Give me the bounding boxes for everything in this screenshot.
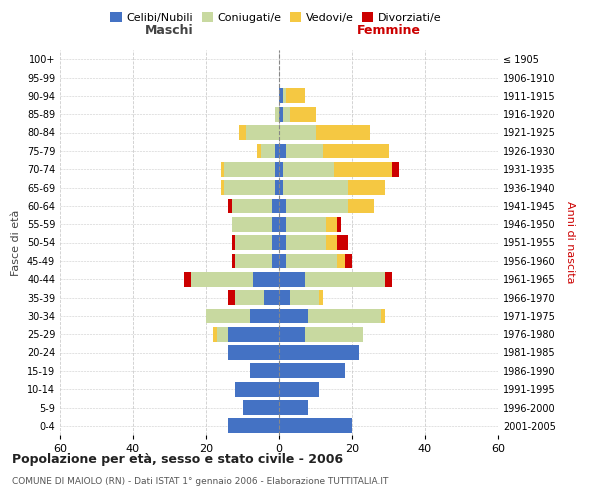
Bar <box>275 162 279 176</box>
Bar <box>279 88 283 103</box>
Bar <box>279 254 286 268</box>
Bar <box>326 217 337 232</box>
Bar <box>279 198 286 213</box>
Bar <box>250 364 279 378</box>
Bar <box>279 308 308 323</box>
Bar <box>319 290 323 305</box>
Bar <box>279 290 290 305</box>
Bar <box>235 290 265 305</box>
Bar <box>392 162 400 176</box>
Bar <box>221 180 224 195</box>
Bar <box>283 180 349 195</box>
Bar <box>253 272 279 286</box>
Bar <box>334 162 392 176</box>
Bar <box>272 235 279 250</box>
Bar <box>279 382 319 396</box>
Bar <box>290 290 319 305</box>
Bar <box>239 125 246 140</box>
Bar <box>250 308 279 323</box>
Bar <box>283 162 334 176</box>
Bar <box>290 107 316 122</box>
Bar <box>316 125 370 140</box>
Bar <box>235 382 279 396</box>
Bar <box>265 290 279 305</box>
Bar <box>326 235 337 250</box>
Bar <box>191 272 253 286</box>
Bar <box>261 144 275 158</box>
Bar <box>279 327 305 342</box>
Bar <box>221 162 224 176</box>
Bar <box>349 180 385 195</box>
Bar <box>272 217 279 232</box>
Bar <box>349 198 374 213</box>
Bar <box>279 144 286 158</box>
Bar <box>279 162 283 176</box>
Bar <box>286 217 326 232</box>
Bar <box>224 162 275 176</box>
Bar <box>214 327 217 342</box>
Bar <box>337 235 349 250</box>
Bar <box>344 254 352 268</box>
Bar <box>279 125 316 140</box>
Bar <box>228 198 232 213</box>
Bar <box>337 217 341 232</box>
Text: COMUNE DI MAIOLO (RN) - Dati ISTAT 1° gennaio 2006 - Elaborazione TUTTITALIA.IT: COMUNE DI MAIOLO (RN) - Dati ISTAT 1° ge… <box>12 477 388 486</box>
Bar <box>228 418 279 433</box>
Bar <box>286 235 326 250</box>
Bar <box>279 180 283 195</box>
Bar <box>286 88 305 103</box>
Bar <box>275 144 279 158</box>
Text: Popolazione per età, sesso e stato civile - 2006: Popolazione per età, sesso e stato civil… <box>12 452 343 466</box>
Bar <box>283 107 290 122</box>
Bar <box>323 144 389 158</box>
Bar <box>232 235 235 250</box>
Bar <box>279 235 286 250</box>
Y-axis label: Anni di nascita: Anni di nascita <box>565 201 575 284</box>
Legend: Celibi/Nubili, Coniugati/e, Vedovi/e, Divorziati/e: Celibi/Nubili, Coniugati/e, Vedovi/e, Di… <box>106 8 446 28</box>
Bar <box>286 198 349 213</box>
Bar <box>257 144 261 158</box>
Bar <box>246 125 279 140</box>
Bar <box>242 400 279 415</box>
Bar <box>224 180 275 195</box>
Bar <box>337 254 344 268</box>
Y-axis label: Fasce di età: Fasce di età <box>11 210 21 276</box>
Bar <box>279 364 344 378</box>
Bar <box>279 345 359 360</box>
Bar <box>305 327 363 342</box>
Bar <box>232 254 235 268</box>
Bar <box>279 217 286 232</box>
Bar <box>206 308 250 323</box>
Bar <box>279 272 305 286</box>
Bar <box>228 290 235 305</box>
Bar <box>381 308 385 323</box>
Bar <box>279 418 352 433</box>
Bar <box>385 272 392 286</box>
Bar <box>283 88 286 103</box>
Bar <box>275 107 279 122</box>
Bar <box>184 272 191 286</box>
Bar <box>279 400 308 415</box>
Bar <box>235 235 272 250</box>
Bar <box>272 254 279 268</box>
Bar <box>286 254 337 268</box>
Text: Femmine: Femmine <box>356 24 421 37</box>
Bar <box>286 144 323 158</box>
Bar <box>308 308 381 323</box>
Bar <box>217 327 228 342</box>
Bar <box>235 254 272 268</box>
Bar <box>232 198 272 213</box>
Bar <box>275 180 279 195</box>
Text: Maschi: Maschi <box>145 24 194 37</box>
Bar <box>279 107 283 122</box>
Bar <box>305 272 385 286</box>
Bar <box>232 217 272 232</box>
Bar <box>228 327 279 342</box>
Bar <box>272 198 279 213</box>
Bar <box>228 345 279 360</box>
